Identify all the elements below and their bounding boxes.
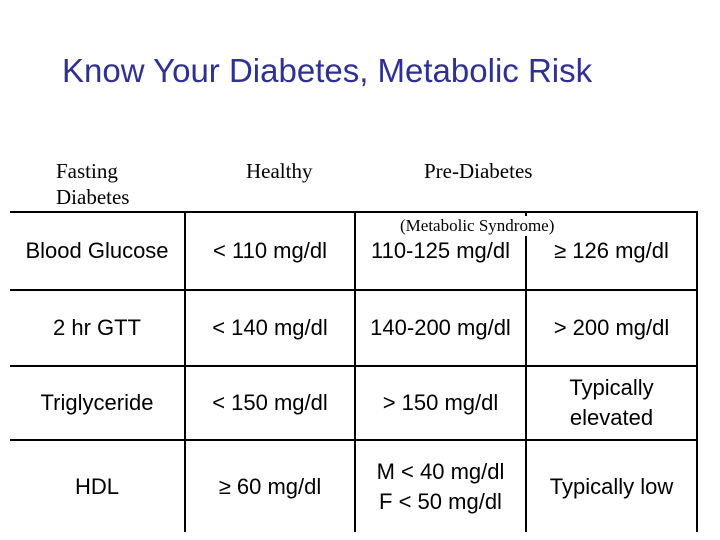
- page-title: Know Your Diabetes, Metabolic Risk: [62, 52, 593, 89]
- prediabetes-line: > 150 mg/dl: [382, 390, 499, 415]
- prediabetes-value: M < 40 mg/dl F < 50 mg/dl: [354, 439, 527, 532]
- healthy-value: < 140 mg/dl: [184, 289, 356, 367]
- table-row: HDL ≥ 60 mg/dl M < 40 mg/dl F < 50 mg/dl…: [10, 439, 698, 532]
- diabetes-line: Typically low: [549, 473, 674, 499]
- diabetes-line: Typically: [569, 375, 654, 400]
- row-label: HDL: [10, 439, 186, 532]
- diabetes-line: ≥ 126 mg/dl: [554, 238, 669, 263]
- header-pre-diabetes: Pre-Diabetes: [424, 159, 533, 183]
- table-row: Triglyceride < 150 mg/dl > 150 mg/dl Typ…: [10, 365, 698, 441]
- prediabetes-value: > 150 mg/dl: [354, 365, 527, 441]
- diabetes-value: Typically low: [525, 439, 698, 532]
- diabetes-line: > 200 mg/dl: [553, 315, 670, 340]
- prediabetes-line: 110-125 mg/dl: [370, 238, 510, 263]
- header-metabolic-syndrome: (Metabolic Syndrome): [398, 216, 557, 236]
- healthy-value: ≥ 60 mg/dl: [184, 439, 356, 532]
- healthy-value: < 150 mg/dl: [184, 365, 356, 441]
- row-label: 2 hr GTT: [10, 289, 186, 367]
- prediabetes-line: M < 40 mg/dl: [376, 458, 505, 484]
- header-fasting-diabetes: Fasting Diabetes: [56, 159, 130, 209]
- prediabetes-value: 140-200 mg/dl: [354, 289, 527, 367]
- row-label: Blood Glucose: [10, 211, 186, 291]
- table-row: Blood Glucose < 110 mg/dl 110-125 mg/dl …: [10, 211, 698, 291]
- prediabetes-line: 140-200 mg/dl: [370, 315, 511, 340]
- row-label: Triglyceride: [10, 365, 186, 441]
- diabetes-value: Typically elevated: [525, 365, 698, 441]
- prediabetes-line: F < 50 mg/dl: [379, 488, 502, 514]
- healthy-value: < 110 mg/dl: [184, 211, 356, 291]
- diabetes-line: elevated: [569, 405, 654, 430]
- diabetes-value: > 200 mg/dl: [525, 289, 698, 367]
- table-row: 2 hr GTT < 140 mg/dl 140-200 mg/dl > 200…: [10, 289, 698, 367]
- risk-table: Blood Glucose < 110 mg/dl 110-125 mg/dl …: [10, 211, 698, 532]
- header-healthy: Healthy: [246, 159, 313, 183]
